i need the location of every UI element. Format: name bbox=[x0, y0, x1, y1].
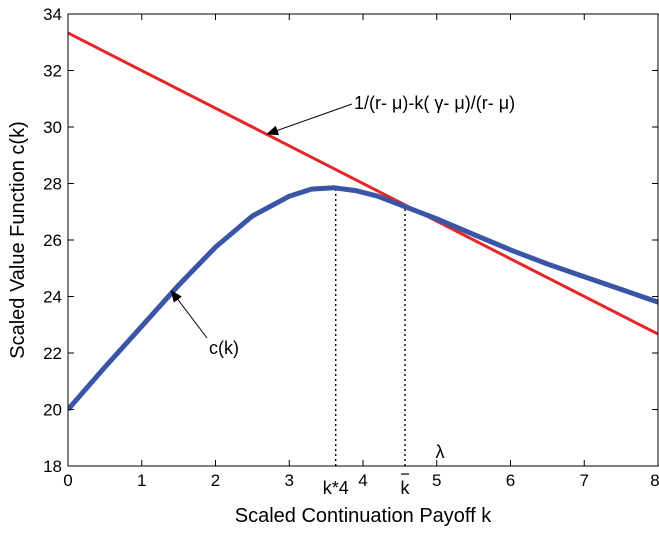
y-tick-label: 28 bbox=[43, 175, 62, 194]
y-tick-label: 22 bbox=[43, 344, 62, 363]
x-tick-label: 6 bbox=[506, 471, 515, 490]
series-ck-curve bbox=[68, 185, 658, 412]
x-tick-label: 4 bbox=[358, 471, 367, 490]
kbar-label: k bbox=[401, 478, 411, 498]
annotation-arrow-ck bbox=[170, 290, 208, 339]
y-tick-label: 34 bbox=[43, 5, 62, 24]
x-tick-label: 0 bbox=[63, 471, 72, 490]
y-axis-title: Scaled Value Function c(k) bbox=[7, 121, 29, 359]
y-tick-label: 20 bbox=[43, 401, 62, 420]
y-axis-ticks: 18 20 22 24 26 28 30 32 34 bbox=[43, 5, 658, 476]
annotation-arrow-line-formula bbox=[266, 103, 353, 136]
x-tick-label: 1 bbox=[137, 471, 146, 490]
x-tick-label: 5 bbox=[432, 471, 441, 490]
x-tick-label: 7 bbox=[580, 471, 589, 490]
axes-box bbox=[67, 13, 659, 467]
x-tick-label: 2 bbox=[211, 471, 220, 490]
y-tick-label: 18 bbox=[43, 457, 62, 476]
lambda-label: λ bbox=[436, 442, 445, 462]
series-linear-line bbox=[68, 31, 658, 336]
y-tick-label: 32 bbox=[43, 62, 62, 81]
annotation-ck: c(k) bbox=[209, 338, 239, 358]
plot-area bbox=[68, 31, 658, 466]
x-axis-ticks: 0 1 2 3 4 5 6 7 8 bbox=[63, 14, 659, 490]
kstar-label: k*4 bbox=[323, 478, 349, 498]
y-tick-label: 30 bbox=[43, 118, 62, 137]
x-axis-title: Scaled Continuation Payoff k bbox=[235, 505, 492, 527]
x-tick-label: 3 bbox=[285, 471, 294, 490]
y-tick-label: 26 bbox=[43, 231, 62, 250]
y-tick-label: 24 bbox=[43, 288, 62, 307]
annotation-line-formula: 1/(r- μ)-k( γ- μ)/(r- μ) bbox=[354, 93, 515, 113]
x-tick-label: 8 bbox=[650, 471, 659, 490]
